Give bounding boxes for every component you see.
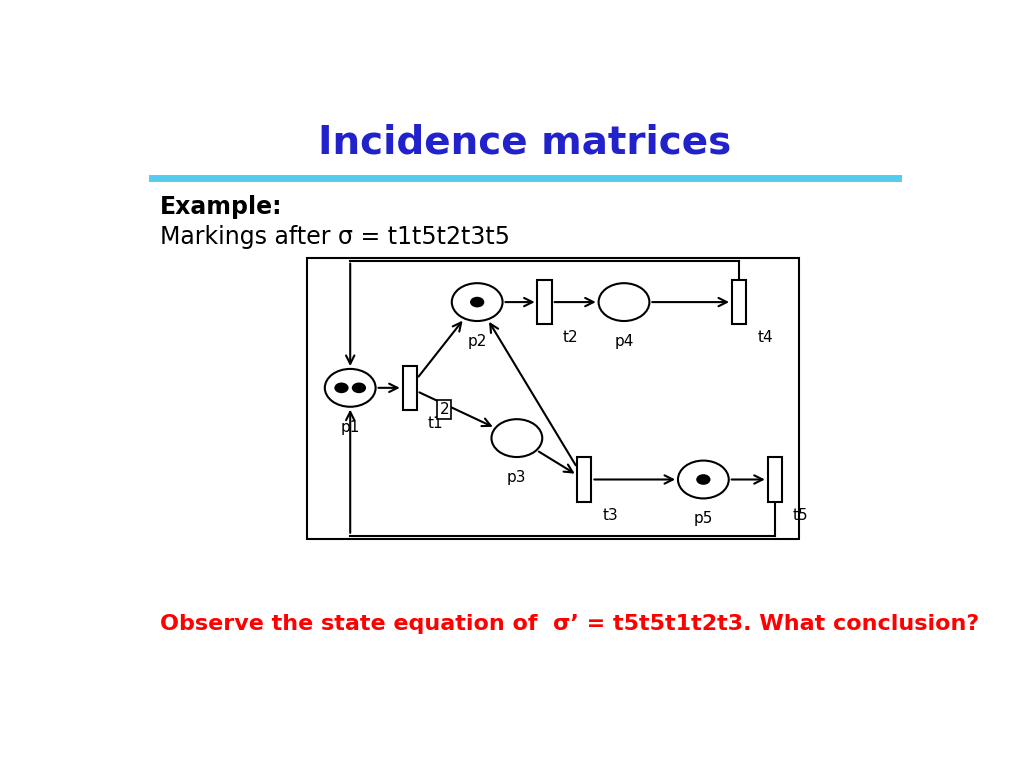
Circle shape	[470, 296, 484, 307]
Text: p2: p2	[468, 334, 486, 349]
Text: Observe the state equation of  σ’ = t5t5t1t2t3. What conclusion?: Observe the state equation of σ’ = t5t5t…	[160, 614, 979, 634]
Text: t2: t2	[563, 330, 579, 345]
Bar	[768, 457, 782, 502]
Text: t5: t5	[793, 508, 809, 522]
Circle shape	[352, 382, 367, 393]
Text: p4: p4	[614, 334, 634, 349]
Text: t4: t4	[758, 330, 773, 345]
Text: 2: 2	[439, 402, 450, 417]
Bar	[538, 280, 552, 324]
Text: p3: p3	[507, 470, 526, 485]
Circle shape	[334, 382, 348, 393]
Circle shape	[492, 419, 543, 457]
Circle shape	[452, 283, 503, 321]
Circle shape	[678, 461, 729, 498]
Text: p1: p1	[341, 420, 359, 435]
Text: Markings after σ = t1t5t2t3t5: Markings after σ = t1t5t2t3t5	[160, 225, 510, 249]
Text: Incidence matrices: Incidence matrices	[318, 124, 731, 161]
Circle shape	[599, 283, 649, 321]
Circle shape	[696, 474, 711, 485]
Circle shape	[325, 369, 376, 407]
Text: p5: p5	[693, 511, 713, 526]
Bar	[578, 457, 592, 502]
Text: t1: t1	[428, 416, 443, 431]
Bar	[402, 366, 417, 410]
Bar	[732, 280, 746, 324]
Bar	[306, 258, 799, 538]
Text: t3: t3	[602, 508, 618, 522]
Text: Example:: Example:	[160, 196, 283, 220]
